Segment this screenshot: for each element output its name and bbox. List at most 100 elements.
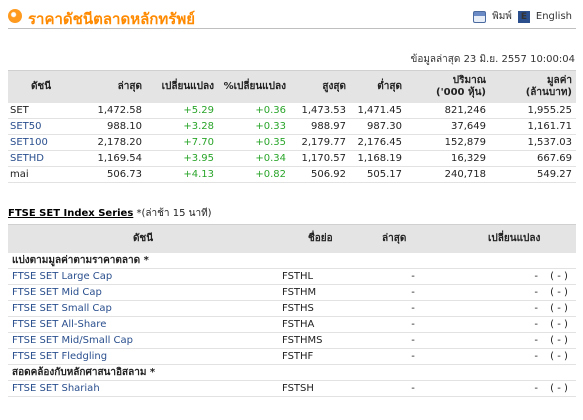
table-row: FTSE SET Large Cap FSTHL - - ( - )	[8, 268, 576, 285]
ftse-pct: ( - )	[542, 300, 576, 317]
low-value: 987.30	[350, 118, 406, 135]
index-name-set[interactable]: SET	[8, 102, 74, 119]
volume-value: 16,329	[406, 150, 490, 167]
col-index: ดัชนี	[8, 70, 74, 103]
table-row: SETHD 1,169.54 +3.95 +0.34 1,170.57 1,16…	[8, 150, 576, 167]
ftse-change: -	[448, 300, 542, 317]
ftse-index-name[interactable]: FTSE SET Shariah	[8, 380, 278, 397]
ftse-delay-note: *(ล่าช้า 15 นาที)	[136, 208, 212, 219]
ftse-change: -	[448, 332, 542, 349]
print-icon[interactable]	[473, 10, 487, 23]
index-name-set100[interactable]: SET100	[8, 134, 74, 151]
group-row: สอดคล้องกับหลักศาสนาอิสลาม *	[8, 364, 576, 381]
col-value: มูลค่า (ล้านบาท)	[490, 70, 576, 103]
ftse-symbol: FSTSH	[278, 380, 378, 397]
index-table: ดัชนี ล่าสุด เปลี่ยนแปลง %เปลี่ยนแปลง สู…	[8, 70, 576, 183]
volume-value: 821,246	[406, 102, 490, 119]
low-value: 1,471.45	[350, 102, 406, 119]
ftse-pct: ( - )	[542, 284, 576, 301]
ftse-index-name[interactable]: FTSE SET Small Cap	[8, 300, 278, 317]
ftse-index-name[interactable]: FTSE SET Fledgling	[8, 348, 278, 365]
ftse-last: -	[378, 268, 448, 285]
table-row: FTSE SET Mid Cap FSTHM - - ( - )	[8, 284, 576, 301]
ftse-last: -	[378, 284, 448, 301]
ftse-symbol: FSTHA	[278, 316, 378, 333]
index-name-sethd[interactable]: SETHD	[8, 150, 74, 167]
print-link[interactable]: พิมพ์	[492, 11, 512, 22]
header-tools: พิมพ์ E English	[473, 9, 572, 24]
high-value: 988.97	[290, 118, 350, 135]
index-table-header: ดัชนี ล่าสุด เปลี่ยนแปลง %เปลี่ยนแปลง สู…	[8, 70, 576, 103]
bullet-icon	[8, 9, 22, 23]
value-value: 1,161.71	[490, 118, 576, 135]
last-value: 988.10	[74, 118, 146, 135]
ftse-section-title: FTSE SET Index Series *(ล่าช้า 15 นาที)	[8, 206, 212, 221]
volume-value: 240,718	[406, 166, 490, 183]
ftse-symbol: FSTHS	[278, 300, 378, 317]
ftse-table-header: ดัชนี ชื่อย่อ ล่าสุด เปลี่ยนแปลง	[8, 224, 576, 253]
low-value: 505.17	[350, 166, 406, 183]
ftse-index-name[interactable]: FTSE SET Mid/Small Cap	[8, 332, 278, 349]
page-header: ราคาดัชนีตลาดหลักทรัพย์ พิมพ์ E English	[8, 6, 576, 28]
value-value: 1,955.25	[490, 102, 576, 119]
index-name-mai[interactable]: mai	[8, 166, 74, 183]
pct-change-value: +0.36	[218, 102, 290, 119]
change-value: +7.70	[146, 134, 218, 151]
ftse-index-name[interactable]: FTSE SET All-Share	[8, 316, 278, 333]
page-title: ราคาดัชนีตลาดหลักทรัพย์	[28, 10, 195, 28]
volume-value: 37,649	[406, 118, 490, 135]
ftse-last: -	[378, 316, 448, 333]
table-row: SET 1,472.58 +5.29 +0.36 1,473.53 1,471.…	[8, 102, 576, 119]
col-ftse-index: ดัชนี	[8, 224, 278, 253]
ftse-table: ดัชนี ชื่อย่อ ล่าสุด เปลี่ยนแปลง แบ่งตาม…	[8, 224, 576, 397]
group-row: แบ่งตามมูลค่าตามราคาตลาด *	[8, 252, 576, 269]
ftse-symbol: FSTHMS	[278, 332, 378, 349]
ftse-last: -	[378, 332, 448, 349]
ftse-pct: ( - )	[542, 316, 576, 333]
col-change: เปลี่ยนแปลง	[146, 70, 218, 103]
english-link[interactable]: English	[535, 11, 572, 22]
pct-change-value: +0.33	[218, 118, 290, 135]
col-ftse-last: ล่าสุด	[378, 224, 448, 253]
change-value: +3.95	[146, 150, 218, 167]
ftse-change: -	[448, 380, 542, 397]
col-volume-unit: ('000 หุ้น)	[436, 86, 486, 98]
col-value-unit: (ล้านบาท)	[525, 86, 572, 98]
value-value: 549.27	[490, 166, 576, 183]
change-value: +4.13	[146, 166, 218, 183]
ftse-symbol: FSTHM	[278, 284, 378, 301]
table-row: FTSE SET All-Share FSTHA - - ( - )	[8, 316, 576, 333]
ftse-change: -	[448, 268, 542, 285]
ftse-pct: ( - )	[542, 380, 576, 397]
table-row: SET100 2,178.20 +7.70 +0.35 2,179.77 2,1…	[8, 134, 576, 151]
change-value: +5.29	[146, 102, 218, 119]
ftse-symbol: FSTHF	[278, 348, 378, 365]
table-row: mai 506.73 +4.13 +0.82 506.92 505.17 240…	[8, 166, 576, 183]
ftse-change: -	[448, 284, 542, 301]
col-high: สูงสุด	[290, 70, 350, 103]
ftse-index-name[interactable]: FTSE SET Mid Cap	[8, 284, 278, 301]
last-value: 2,178.20	[74, 134, 146, 151]
ftse-pct: ( - )	[542, 268, 576, 285]
ftse-index-name[interactable]: FTSE SET Large Cap	[8, 268, 278, 285]
ftse-pct: ( - )	[542, 332, 576, 349]
ftse-last: -	[378, 300, 448, 317]
low-value: 2,176.45	[350, 134, 406, 151]
group-shariah: สอดคล้องกับหลักศาสนาอิสลาม *	[8, 364, 576, 381]
col-volume-label: ปริมาณ	[452, 74, 486, 86]
high-value: 506.92	[290, 166, 350, 183]
col-symbol: ชื่อย่อ	[278, 224, 378, 253]
ftse-change: -	[448, 316, 542, 333]
table-row: FTSE SET Mid/Small Cap FSTHMS - - ( - )	[8, 332, 576, 349]
ftse-title-text: FTSE SET Index Series	[8, 208, 134, 219]
table-row: FTSE SET Fledgling FSTHF - - ( - )	[8, 348, 576, 365]
ftse-last: -	[378, 348, 448, 365]
index-name-set50[interactable]: SET50	[8, 118, 74, 135]
ftse-change: -	[448, 348, 542, 365]
table-row: SET50 988.10 +3.28 +0.33 988.97 987.30 3…	[8, 118, 576, 135]
volume-value: 152,879	[406, 134, 490, 151]
value-value: 1,537.03	[490, 134, 576, 151]
value-value: 667.69	[490, 150, 576, 167]
col-pct-change: %เปลี่ยนแปลง	[218, 70, 290, 103]
english-icon[interactable]: E	[517, 10, 530, 23]
